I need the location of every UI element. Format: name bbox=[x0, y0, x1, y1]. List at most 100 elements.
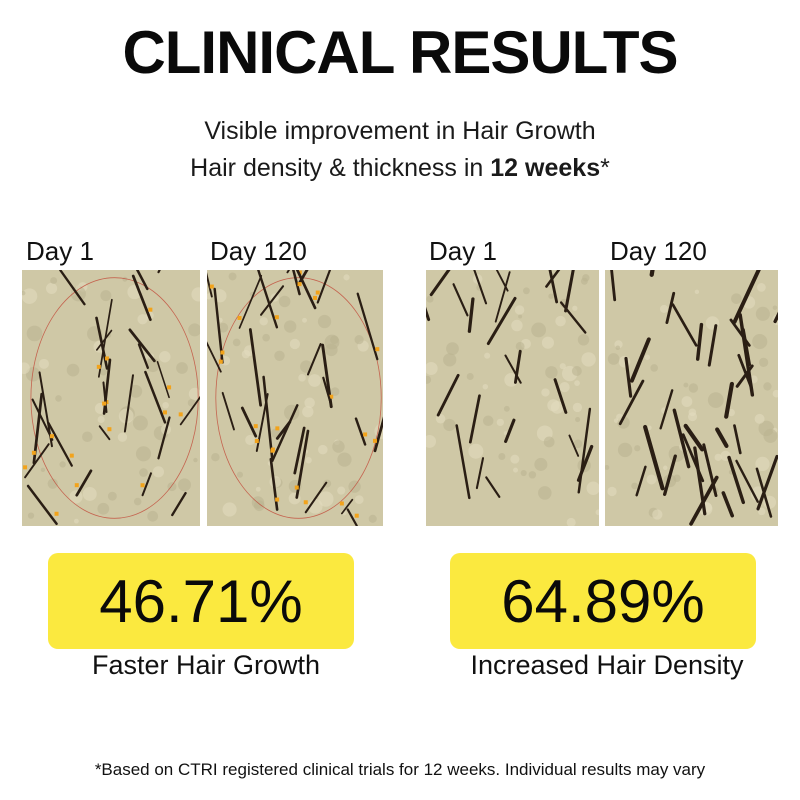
scalp-texture bbox=[514, 305, 525, 315]
scalp-texture bbox=[50, 277, 58, 285]
hair-strand bbox=[724, 381, 734, 419]
follicle-marker bbox=[275, 426, 280, 431]
hair-strand bbox=[577, 407, 592, 494]
scalp-texture bbox=[107, 491, 117, 501]
scalp-texture bbox=[763, 382, 772, 391]
hair-strand bbox=[47, 422, 73, 467]
scalp-texture bbox=[426, 295, 434, 303]
hair-strand bbox=[156, 361, 170, 399]
scalp-texture bbox=[482, 383, 489, 390]
scalp-texture bbox=[289, 338, 301, 350]
hair-strand bbox=[568, 434, 580, 457]
hair-strand bbox=[141, 472, 152, 497]
scalp-texture bbox=[354, 335, 364, 345]
scalp-texture bbox=[644, 354, 651, 360]
hair-strand bbox=[137, 343, 150, 369]
scalp-texture bbox=[274, 350, 285, 361]
right-stat-value: 64.89% bbox=[501, 567, 705, 635]
scalp-texture bbox=[332, 440, 345, 453]
hair-strand bbox=[128, 328, 156, 363]
follicle-marker bbox=[74, 483, 79, 488]
scalp-texture bbox=[607, 486, 617, 497]
scalp-texture bbox=[541, 336, 554, 349]
scalp-texture bbox=[446, 342, 459, 356]
scalp-texture bbox=[228, 272, 237, 281]
scalp-texture bbox=[317, 314, 332, 329]
scalp-texture bbox=[731, 293, 742, 304]
scalp-texture bbox=[571, 366, 582, 376]
scalp-texture bbox=[550, 400, 564, 414]
scalp-texture bbox=[343, 274, 350, 281]
follicle-marker bbox=[69, 453, 74, 458]
follicle-marker bbox=[54, 511, 59, 516]
scalp-texture bbox=[82, 487, 97, 501]
scalp-texture bbox=[55, 395, 62, 402]
scalp-texture bbox=[515, 341, 525, 351]
follicle-marker bbox=[209, 284, 214, 289]
scalp-texture bbox=[283, 320, 297, 333]
hair-strand bbox=[475, 457, 485, 490]
scalp-texture bbox=[534, 457, 548, 471]
scalp-texture bbox=[705, 316, 720, 330]
scalp-texture bbox=[607, 353, 620, 365]
scalp-texture bbox=[572, 402, 583, 413]
scalp-texture bbox=[99, 368, 108, 376]
measurement-circle bbox=[30, 277, 199, 519]
scalp-texture bbox=[22, 362, 30, 374]
scalp-texture bbox=[218, 322, 229, 333]
subtitle-line-2-suffix: * bbox=[600, 154, 610, 182]
hair-strand bbox=[504, 418, 516, 443]
scalp-texture bbox=[443, 418, 456, 432]
hair-strand bbox=[494, 271, 511, 323]
scalp-texture bbox=[617, 442, 633, 458]
scalp-texture bbox=[531, 322, 547, 338]
left-stat-value: 46.71% bbox=[99, 567, 303, 635]
scalp-texture bbox=[615, 345, 621, 350]
scalp-texture bbox=[511, 319, 523, 332]
scalp-texture bbox=[302, 406, 314, 418]
scalp-texture bbox=[443, 353, 457, 367]
scalp-texture bbox=[178, 478, 191, 492]
scalp-texture bbox=[518, 314, 523, 319]
hair-strand bbox=[171, 491, 187, 517]
scalp-texture bbox=[137, 314, 148, 325]
scalp-texture bbox=[755, 456, 770, 472]
hair-strand bbox=[26, 484, 58, 526]
scalp-texture bbox=[232, 338, 241, 347]
scalp-texture bbox=[683, 382, 689, 388]
scalp-texture bbox=[572, 305, 578, 311]
hair-strand bbox=[548, 270, 559, 304]
scalp-texture bbox=[337, 486, 346, 495]
hair-strand bbox=[671, 303, 698, 347]
follicle-marker bbox=[275, 497, 280, 502]
subtitle-line-1: Visible improvement in Hair Growth bbox=[204, 117, 596, 145]
scalp-texture bbox=[330, 335, 339, 345]
scalp-texture bbox=[510, 454, 520, 464]
scalp-texture bbox=[354, 495, 364, 505]
hair-strand bbox=[707, 324, 718, 367]
scalp-texture bbox=[66, 363, 80, 377]
scalp-texture bbox=[38, 358, 49, 369]
hair-strand bbox=[295, 270, 317, 310]
hair-strand bbox=[207, 272, 213, 298]
scalp-texture bbox=[650, 364, 658, 372]
left-after-label: Day 120 bbox=[210, 236, 307, 266]
hair-strand bbox=[59, 270, 86, 306]
scalp-texture bbox=[176, 362, 188, 374]
hair-strand bbox=[735, 364, 754, 388]
follicle-marker bbox=[105, 356, 110, 361]
scalp-texture bbox=[757, 283, 766, 292]
hair-strand bbox=[727, 455, 746, 505]
follicle-marker bbox=[375, 347, 380, 352]
scalp-texture bbox=[659, 304, 669, 313]
hair-strand bbox=[341, 498, 354, 515]
hair-strand bbox=[131, 274, 152, 322]
scalp-texture bbox=[22, 290, 26, 296]
scalp-texture bbox=[543, 436, 555, 448]
scalp-texture bbox=[135, 446, 152, 462]
subtitle-line-2: Hair density & thickness in 12 weeks* bbox=[0, 154, 800, 183]
scalp-texture bbox=[520, 469, 527, 477]
scalp-texture bbox=[566, 517, 576, 526]
scalp-texture bbox=[581, 352, 596, 367]
hair-strand bbox=[373, 416, 383, 453]
